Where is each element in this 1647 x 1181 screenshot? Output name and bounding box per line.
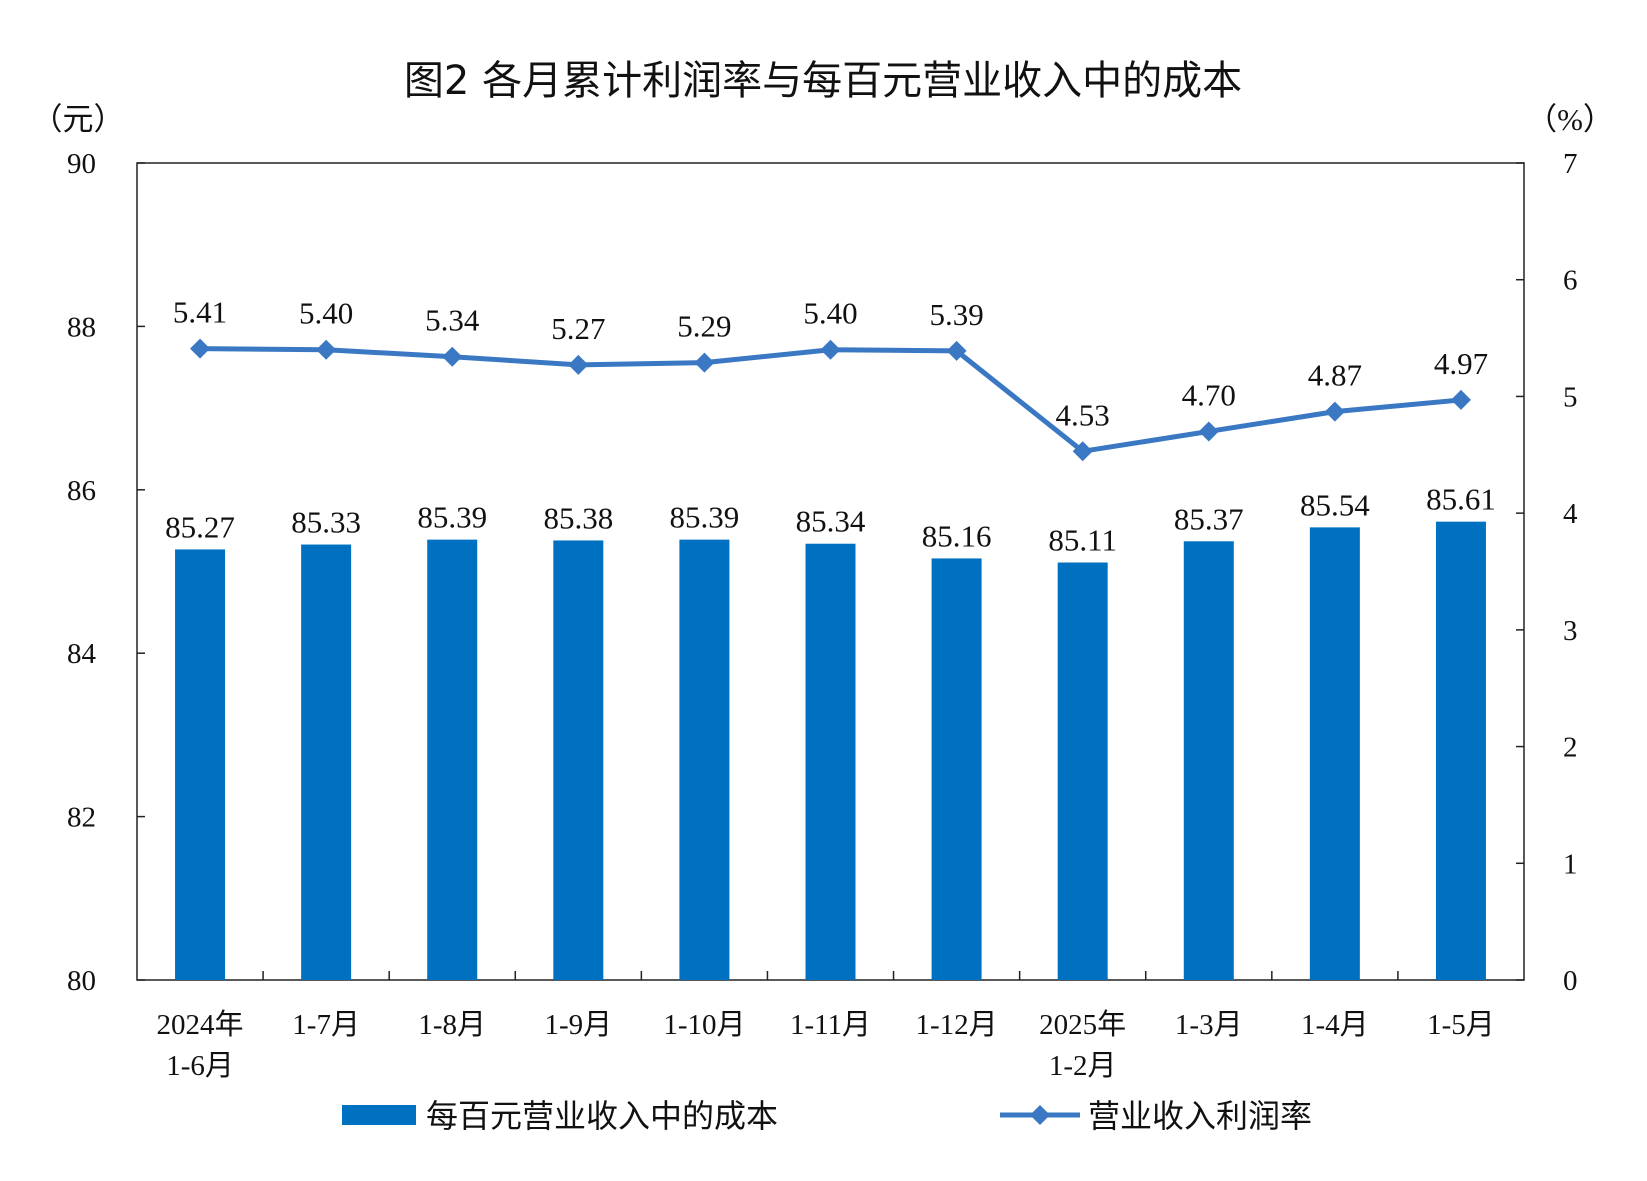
left-axis-unit: （元） [32,102,125,137]
left-tick-label: 90 [67,148,96,180]
x-tick-label: 1-8月 [418,1009,486,1041]
bar-data-label: 85.54 [1300,487,1370,522]
line-data-label: 5.29 [677,309,731,344]
line-point [568,354,589,375]
bar-data-label: 85.16 [922,518,992,553]
bar-data-label: 85.33 [291,505,361,540]
bar [1057,562,1108,980]
line-point [316,339,337,360]
bar [1435,521,1486,980]
left-tick-label: 82 [67,802,96,834]
bar [1309,527,1360,980]
legend: 每百元营业收入中的成本 营业收入利润率 [342,1097,1312,1135]
line-point [1450,389,1471,410]
bar-data-label: 85.39 [417,500,487,535]
left-tick-label: 84 [67,638,97,670]
line-data-label: 4.87 [1308,358,1362,393]
line-data-label: 4.53 [1056,397,1110,432]
right-axis-unit: （%） [1526,102,1614,137]
x-tick-label: 1-3月 [1175,1009,1243,1041]
line-point [1198,421,1219,442]
x-tick-label: 2024年 [157,1008,244,1041]
bar-data-label: 85.38 [543,500,613,535]
bar [679,539,730,980]
line-point [946,340,967,361]
line-point [694,352,715,373]
bar [175,549,226,980]
chart-title: 图2 各月累计利润率与每百元营业收入中的成本 [404,58,1242,104]
x-tick-label: 1-12月 [916,1009,998,1041]
line-data-label: 5.40 [803,296,857,331]
line-point [1072,441,1093,462]
right-tick-label: 1 [1563,848,1578,880]
x-tick-label: 1-9月 [544,1009,612,1041]
line-point [820,339,841,360]
bar [301,544,352,980]
x-tick-label: 1-11月 [790,1009,871,1041]
right-tick-label: 0 [1563,965,1578,997]
line-data-label: 4.70 [1182,377,1236,412]
line-series [200,346,1462,454]
right-tick-label: 7 [1563,148,1578,180]
bar-data-label: 85.37 [1174,501,1244,536]
bar [553,540,604,980]
line-data-label: 5.40 [299,296,353,331]
right-tick-label: 2 [1563,732,1578,764]
right-tick-label: 6 [1563,265,1578,297]
x-tick-label: 1-6月 [166,1050,234,1082]
right-tick-label: 5 [1563,381,1578,413]
bar-data-label: 85.34 [796,504,866,539]
bar-data-label: 85.39 [670,500,740,535]
x-tick-label: 2025年 [1039,1008,1126,1041]
x-tick-label: 1-10月 [663,1009,745,1041]
bar-data-label: 85.27 [165,509,235,544]
line-point [1324,401,1345,422]
bar-data-label: 85.61 [1426,482,1496,517]
x-tick-label: 1-7月 [292,1009,360,1041]
bar [1183,541,1234,980]
bar [931,558,982,980]
legend-line-label: 营业收入利润率 [1088,1097,1312,1135]
legend-diamond-icon [1030,1105,1050,1125]
bar [805,543,856,980]
line-data-label: 5.41 [173,295,227,330]
bar-data-label: 85.11 [1048,523,1117,558]
legend-bar-swatch [342,1105,416,1125]
line-data-label: 5.34 [425,303,480,338]
bar [427,539,478,980]
x-tick-label: 1-5月 [1427,1009,1495,1041]
x-tick-label: 1-4月 [1301,1009,1369,1041]
left-tick-label: 80 [67,965,96,997]
left-tick-label: 86 [67,475,96,507]
right-tick-label: 3 [1563,615,1578,647]
line-data-label: 5.27 [551,311,605,346]
right-tick-label: 4 [1563,498,1578,530]
x-tick-label: 1-2月 [1049,1050,1117,1082]
left-tick-label: 88 [67,311,96,343]
line-data-label: 5.39 [929,297,983,332]
line-data-label: 4.97 [1434,346,1488,381]
line-point [190,338,211,359]
line-point [442,346,463,367]
legend-bar-label: 每百元营业收入中的成本 [426,1097,778,1135]
